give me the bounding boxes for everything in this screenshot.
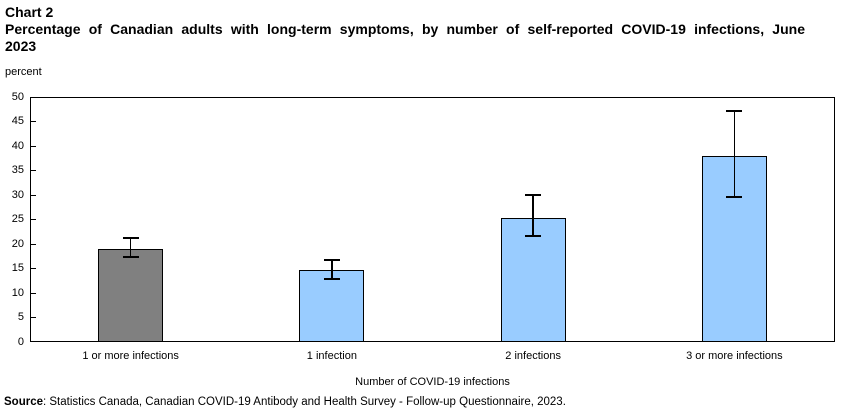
source-note: Source: Statistics Canada, Canadian COVI… xyxy=(4,396,566,408)
bar xyxy=(98,248,164,342)
y-tick-mark xyxy=(31,317,36,318)
bar xyxy=(500,217,566,342)
error-bar xyxy=(129,238,132,258)
y-tick-mark xyxy=(31,170,36,171)
y-tick-label: 40 xyxy=(11,139,24,152)
source-text: : Statistics Canada, Canadian COVID-19 A… xyxy=(43,396,566,408)
y-tick-label: 25 xyxy=(11,213,24,225)
error-bar-cap-bottom xyxy=(122,256,139,259)
y-tick-label: 50 xyxy=(11,90,24,103)
y-tick-mark xyxy=(31,194,36,196)
bar xyxy=(299,270,365,342)
error-bar-cap-bottom xyxy=(726,195,743,198)
chart-title: Percentage of Canadian adults with long-… xyxy=(5,21,805,54)
error-bar-cap-top xyxy=(726,110,743,113)
y-tick-label: 0 xyxy=(17,335,24,348)
x-category-label: 1 infection xyxy=(306,350,357,362)
y-tick-label: 10 xyxy=(11,286,24,299)
x-category-label: 3 or more infections xyxy=(686,350,783,362)
error-bar xyxy=(331,260,333,280)
y-tick-label: 30 xyxy=(11,188,24,201)
y-tick-mark xyxy=(31,268,36,269)
error-bar-cap-top xyxy=(323,259,340,262)
y-tick-mark xyxy=(31,243,36,245)
y-tick-mark xyxy=(31,219,36,220)
y-tick-label: 35 xyxy=(11,164,24,176)
x-category-label: 1 or more infections xyxy=(82,350,179,362)
y-tick-label: 45 xyxy=(11,115,24,127)
y-tick-mark xyxy=(31,145,36,147)
x-category-label: 2 infections xyxy=(505,350,561,362)
error-bar-cap-bottom xyxy=(323,278,340,281)
y-tick-label: 5 xyxy=(17,311,24,323)
y-tick-mark xyxy=(31,292,36,294)
error-bar-cap-bottom xyxy=(525,235,542,238)
error-bar xyxy=(532,195,534,237)
y-tick-mark xyxy=(31,121,36,122)
error-bar xyxy=(733,111,736,197)
y-tick-label: 20 xyxy=(11,237,24,250)
x-axis-title: Number of COVID-19 infections xyxy=(355,376,510,388)
chart-number-label: Chart 2 xyxy=(5,4,54,20)
error-bar-cap-top xyxy=(525,194,542,196)
error-bar-cap-top xyxy=(122,237,139,240)
source-label: Source xyxy=(4,396,43,408)
y-tick-label: 15 xyxy=(11,262,24,274)
plot-area xyxy=(30,97,835,342)
y-axis-unit-label: percent xyxy=(5,66,42,78)
